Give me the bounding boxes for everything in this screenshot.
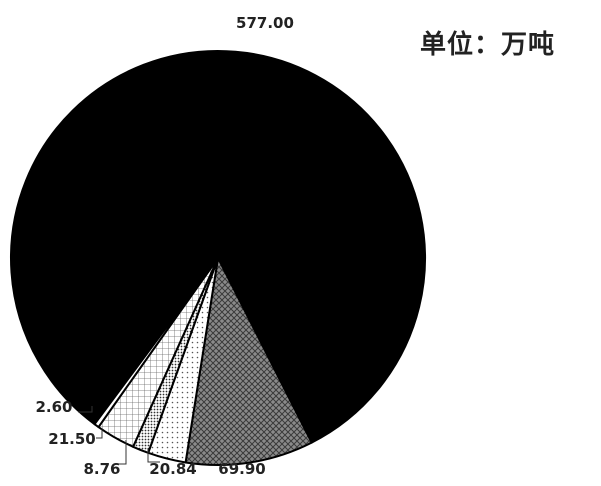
leader-line-4: [96, 428, 103, 439]
data-label-5: 2.60: [35, 398, 72, 416]
label-leader-lines: [78, 406, 160, 465]
pie-slice-5: [93, 257, 219, 429]
leader-line-5: [78, 406, 93, 413]
data-label-0: 577.00: [236, 14, 294, 32]
data-label-2: 20.84: [149, 460, 196, 478]
leader-line-2: [147, 448, 160, 463]
leader-line-3: [118, 440, 127, 465]
pie-slice-1: [184, 257, 313, 466]
pie-data-labels: 577.00 69.90 20.84 8.76 21.50 2.60: [35, 14, 293, 478]
pie-slice-0: [10, 50, 426, 444]
data-label-1: 69.90: [218, 460, 265, 478]
pie-slices: [10, 50, 426, 466]
unit-label: 单位：万吨: [420, 30, 556, 60]
data-label-3: 8.76: [83, 460, 120, 478]
data-label-4: 21.50: [48, 430, 95, 448]
